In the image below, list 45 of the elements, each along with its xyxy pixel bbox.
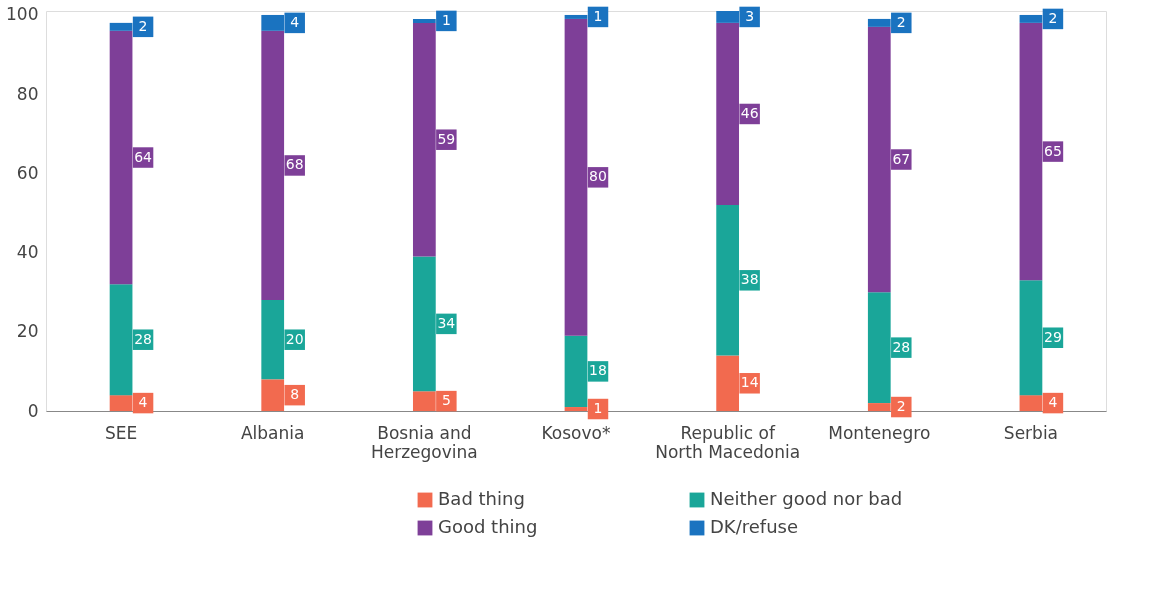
legend-label: Good thing bbox=[438, 516, 538, 537]
x-tick-label: SEE bbox=[104, 422, 138, 443]
data-label: 29 bbox=[1044, 328, 1062, 345]
data-label: 64 bbox=[134, 148, 153, 165]
x-tick-label: Bosnia and Herzegovina bbox=[370, 422, 478, 462]
legend-label: Bad thing bbox=[438, 488, 525, 509]
legend-label: Neither good nor bad bbox=[710, 488, 903, 509]
data-label: 65 bbox=[1044, 142, 1062, 159]
data-label: 8 bbox=[290, 386, 300, 403]
data-label: 67 bbox=[892, 150, 911, 167]
x-tick-label: Kosovo* bbox=[541, 422, 611, 443]
data-label: 2 bbox=[896, 398, 906, 415]
x-tick-label: Serbia bbox=[1003, 422, 1059, 443]
data-label: 14 bbox=[740, 374, 759, 391]
data-label: 4 bbox=[138, 394, 148, 411]
data-label: 4 bbox=[290, 13, 300, 30]
data-label: 68 bbox=[285, 156, 304, 173]
data-label: 2 bbox=[138, 17, 148, 34]
data-label: 1 bbox=[593, 7, 603, 24]
x-tick-label: Albania bbox=[240, 422, 305, 443]
data-label: 28 bbox=[892, 338, 911, 355]
data-label: 34 bbox=[437, 314, 456, 331]
data-label: 4 bbox=[1048, 394, 1058, 411]
data-label: 20 bbox=[285, 330, 304, 347]
data-label: 5 bbox=[441, 392, 451, 409]
y-tick-label: 40 bbox=[16, 242, 39, 263]
data-label: 3 bbox=[745, 7, 755, 24]
data-label: 1 bbox=[593, 400, 603, 417]
y-tick-label: 100 bbox=[6, 4, 39, 25]
data-label: 59 bbox=[437, 130, 456, 147]
data-label: 80 bbox=[589, 168, 607, 185]
legend-label: DK/refuse bbox=[710, 516, 799, 537]
data-label: 46 bbox=[740, 104, 759, 121]
data-label: 2 bbox=[896, 13, 906, 30]
data-label: 18 bbox=[589, 362, 607, 379]
data-label: 38 bbox=[740, 271, 759, 288]
y-tick-label: 60 bbox=[16, 162, 39, 183]
x-tick-label: Republic of North Macedonia bbox=[655, 422, 801, 462]
data-label: 2 bbox=[1048, 9, 1058, 26]
y-tick-label: 20 bbox=[16, 321, 39, 342]
x-tick-label: Montenegro bbox=[828, 422, 931, 443]
y-tick-label: 80 bbox=[16, 83, 39, 104]
data-label: 1 bbox=[441, 11, 451, 28]
data-label: 28 bbox=[134, 330, 152, 347]
y-tick-label: 0 bbox=[27, 400, 39, 421]
